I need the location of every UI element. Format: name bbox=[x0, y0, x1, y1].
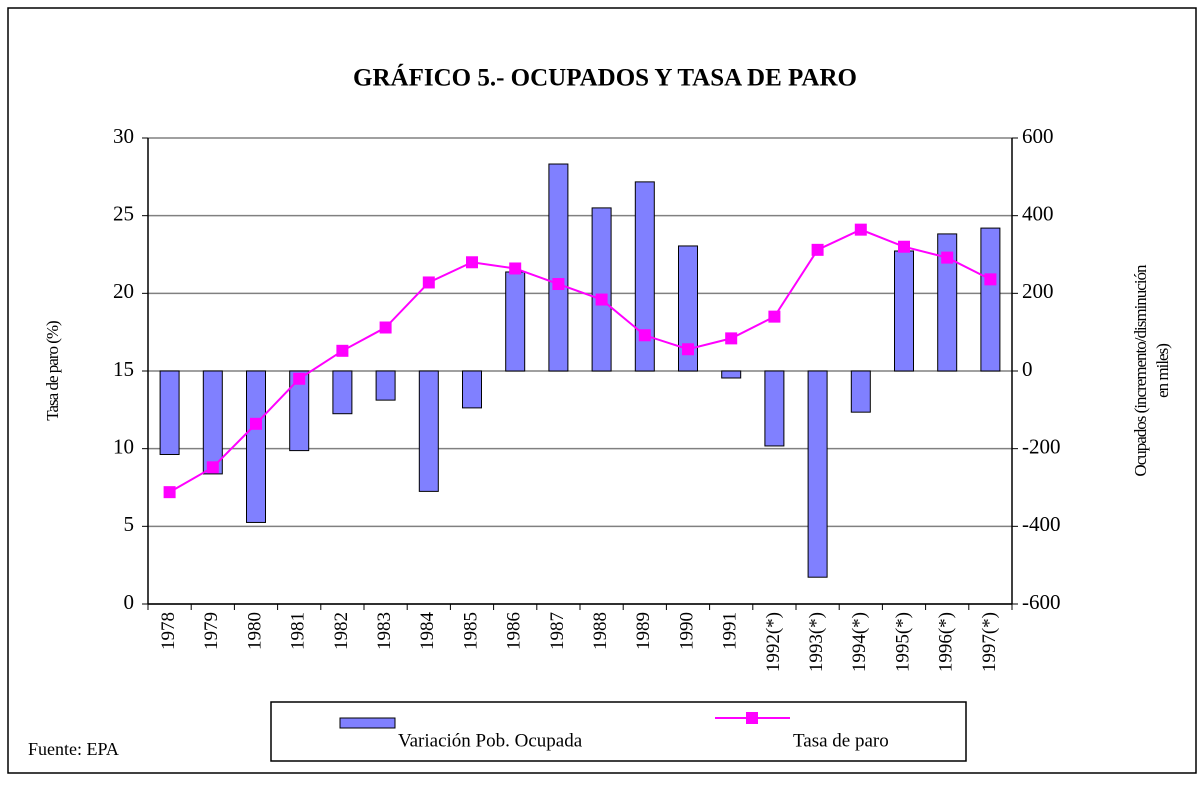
x-tick-label: 1993(*) bbox=[806, 612, 827, 672]
line-marker bbox=[163, 486, 176, 499]
y2-axis-label: Ocupados (incremento/disminución bbox=[1131, 264, 1150, 477]
bar bbox=[980, 227, 1001, 372]
y-tick-label: 0 bbox=[124, 590, 135, 614]
x-tick-label: 1978 bbox=[158, 612, 179, 650]
y2-tick-label: -600 bbox=[1022, 590, 1061, 614]
bar bbox=[850, 370, 871, 413]
line-marker bbox=[336, 344, 349, 357]
x-tick-label: 1984 bbox=[417, 612, 438, 651]
x-tick-label: 1996(*) bbox=[936, 612, 957, 672]
line-marker bbox=[293, 372, 306, 385]
legend-label: Tasa de paro bbox=[793, 730, 889, 751]
legend-swatch bbox=[746, 712, 758, 724]
x-tick-label: 1987 bbox=[547, 612, 568, 650]
bar bbox=[418, 370, 439, 492]
x-tick-label: 1992(*) bbox=[763, 612, 784, 672]
x-tick-label: 1982 bbox=[331, 612, 352, 650]
bar bbox=[807, 370, 828, 578]
bar bbox=[634, 181, 655, 372]
y-axis-label: Tasa de paro (%) bbox=[43, 321, 62, 421]
bar bbox=[764, 370, 785, 447]
bar bbox=[548, 163, 569, 372]
x-tick-label: 1986 bbox=[504, 612, 525, 650]
bar bbox=[505, 271, 526, 372]
line-marker bbox=[422, 276, 435, 289]
line-marker bbox=[984, 273, 997, 286]
line bbox=[169, 228, 991, 494]
x-tick-label: 1989 bbox=[633, 612, 654, 650]
line-marker bbox=[250, 417, 262, 430]
bar bbox=[721, 370, 742, 379]
x-tick-label: 1995(*) bbox=[892, 612, 913, 672]
legend-label: Variación Pob. Ocupada bbox=[398, 730, 583, 751]
x-tick-label: 1980 bbox=[244, 612, 265, 650]
y2-tick-label: 600 bbox=[1022, 124, 1054, 148]
line-marker bbox=[725, 332, 738, 345]
y-tick-label: 15 bbox=[113, 357, 134, 381]
y-tick-label: 30 bbox=[113, 124, 134, 148]
bar bbox=[202, 370, 223, 475]
line-marker bbox=[941, 251, 954, 264]
bar bbox=[375, 370, 396, 401]
line-marker bbox=[768, 310, 781, 323]
x-tick-label: 1983 bbox=[374, 612, 395, 650]
bar bbox=[289, 370, 310, 452]
x-tick-label: 1994(*) bbox=[849, 612, 870, 672]
line-marker bbox=[854, 223, 867, 236]
line-marker bbox=[509, 262, 522, 275]
bar bbox=[937, 233, 958, 372]
bar bbox=[591, 207, 612, 372]
y2-axis-label: en miles) bbox=[1153, 344, 1172, 398]
y2-tick-label: 200 bbox=[1022, 279, 1054, 303]
line-marker bbox=[811, 243, 824, 256]
line-marker bbox=[466, 256, 478, 269]
source: Fuente: EPA bbox=[28, 739, 119, 759]
y-tick-label: 25 bbox=[113, 201, 134, 225]
bar bbox=[332, 370, 353, 415]
bar bbox=[678, 245, 698, 372]
line-marker bbox=[595, 293, 608, 306]
line-marker bbox=[638, 329, 651, 342]
line-marker bbox=[379, 321, 392, 334]
y-tick-label: 5 bbox=[124, 512, 135, 536]
legend-box bbox=[270, 701, 967, 762]
x-tick-label: 1985 bbox=[460, 612, 481, 650]
x-tick-label: 1991 bbox=[720, 612, 741, 650]
bar bbox=[462, 370, 482, 409]
y2-tick-label: -200 bbox=[1022, 434, 1061, 458]
y2-tick-label: -400 bbox=[1022, 512, 1061, 536]
bar bbox=[159, 370, 180, 455]
x-tick-label: 1990 bbox=[676, 612, 697, 650]
bar bbox=[894, 250, 914, 372]
line-marker bbox=[682, 343, 694, 356]
x-tick-label: 1997(*) bbox=[979, 612, 1000, 672]
line-marker bbox=[898, 240, 910, 253]
y2-tick-label: 400 bbox=[1022, 201, 1054, 225]
x-tick-label: 1979 bbox=[201, 612, 222, 650]
line-marker bbox=[552, 278, 565, 291]
legend-swatch bbox=[339, 717, 396, 729]
y-tick-label: 10 bbox=[113, 434, 134, 458]
frame bbox=[7, 7, 1197, 774]
y-tick-label: 20 bbox=[113, 279, 134, 303]
chart-title: GRÁFICO 5.- OCUPADOS Y TASA DE PARO bbox=[353, 64, 857, 92]
y2-tick-label: 0 bbox=[1022, 357, 1033, 381]
bar bbox=[246, 370, 266, 523]
line-marker bbox=[206, 461, 219, 474]
x-tick-label: 1981 bbox=[288, 612, 309, 650]
x-tick-label: 1988 bbox=[590, 612, 611, 650]
